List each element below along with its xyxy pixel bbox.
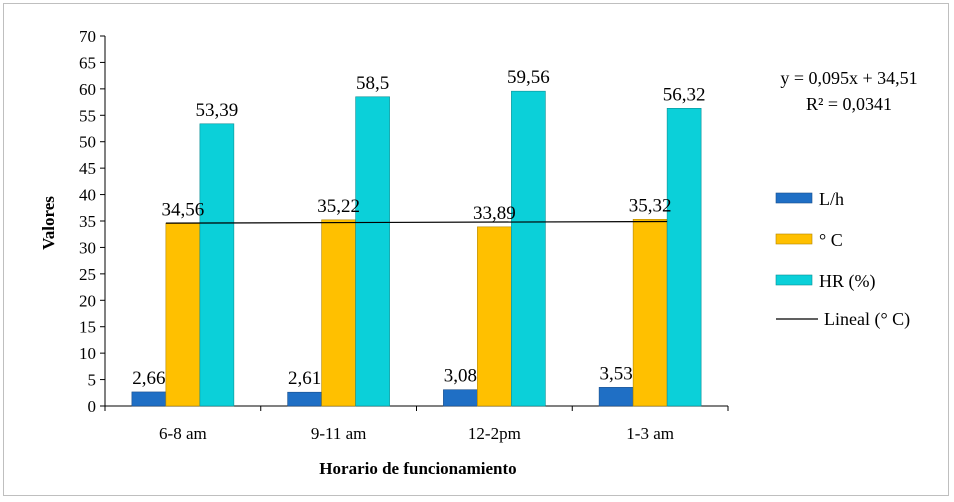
x-tick-label: 9-11 am [311,424,367,443]
bar-hr--0 [199,123,235,407]
bar--c-1 [321,219,356,407]
data-label: 34,56 [162,199,205,220]
legend-swatch-lh [775,192,813,204]
bar-l-h-2 [443,389,478,407]
data-label: 35,22 [317,196,360,217]
legend-label-temp: ° C [819,230,843,250]
x-axis-title: Horario de funcionamiento [319,459,516,478]
bar-chart: 0 5 10 15 20 25 30 35 40 45 50 55 60 65 70 6-8 am 9-11 … [39,27,918,478]
y-tick-label: 65 [79,53,96,72]
y-tick-label: 25 [79,265,96,284]
data-label: 2,66 [132,368,165,389]
legend-label-hr: HR (%) [819,271,876,292]
data-label: 58,5 [356,73,389,94]
y-tick-label: 60 [79,80,96,99]
y-tick-label: 50 [79,133,96,152]
bar-l-h-3 [598,387,634,407]
data-label: 3,53 [600,363,633,384]
y-tick-label: 55 [79,106,96,125]
y-axis: 0 5 10 15 20 25 30 35 40 45 50 55 60 65 70 [79,27,106,416]
bar-l-h-0 [131,391,167,407]
x-tick-label: 1-3 am [626,424,674,443]
bar--c-2 [477,226,512,407]
legend-swatch-hr [775,274,813,286]
trend-line [165,220,668,224]
trend-r2: R² = 0,0341 [806,94,892,114]
y-tick-label: 20 [79,291,96,310]
y-tick-label: 30 [79,238,96,257]
trendline [165,220,668,224]
y-tick-label: 15 [79,318,96,337]
chart-frame: 0 5 10 15 20 25 30 35 40 45 50 55 60 65 70 6-8 am 9-11 … [3,3,949,496]
data-label: 59,56 [507,67,550,88]
bar-hr--2 [511,90,546,407]
bar--c-0 [165,223,201,407]
y-tick-label: 5 [88,371,97,390]
y-tick-label: 40 [79,186,96,205]
data-label: 2,61 [288,368,321,389]
data-label: 56,32 [663,84,706,105]
legend-label-trend: Lineal (° C) [824,309,910,330]
data-label: 33,89 [473,203,516,224]
y-tick-label: 10 [79,344,96,363]
x-tick-label: 6-8 am [159,424,207,443]
bars [131,90,702,407]
x-tick-label: 12-2pm [468,424,521,443]
x-axis: 6-8 am 9-11 am 12-2pm 1-3 am [104,405,729,443]
y-tick-label: 70 [79,27,96,46]
y-axis-title: Valores [39,196,58,250]
legend-label-lh: L/h [819,189,844,209]
bar-l-h-1 [287,391,322,407]
y-tick-label: 35 [79,212,96,231]
bar-hr--1 [355,96,390,407]
y-tick-label: 45 [79,159,96,178]
y-tick-label: 0 [88,397,97,416]
legend-swatch-temp [775,233,813,245]
data-label: 3,08 [444,366,477,387]
bar-hr--3 [666,108,702,407]
data-labels: 2,66 2,61 3,08 3,53 34,56 35,22 33,89 35,32 53,3… [132,67,705,389]
trend-equation: y = 0,095x + 34,51 [780,68,917,88]
data-label: 35,32 [629,195,672,216]
legend: L/h ° C HR (%) Lineal (° C) [775,189,910,330]
bar--c-3 [632,219,668,407]
data-label: 53,39 [196,100,239,121]
